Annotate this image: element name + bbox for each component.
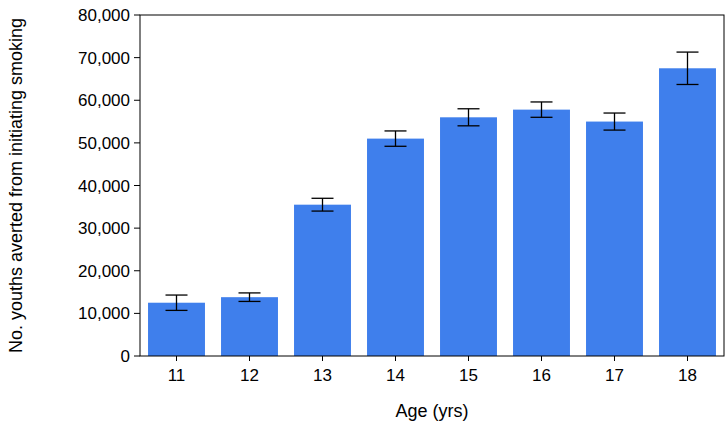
y-tick-label: 30,000: [78, 219, 130, 238]
error-cap: [166, 294, 188, 295]
bar: [367, 139, 424, 356]
bar: [221, 297, 278, 356]
y-tick: [134, 142, 140, 143]
error-stem: [395, 131, 396, 146]
error-cap: [604, 129, 626, 130]
error-cap: [166, 310, 188, 311]
y-tick: [134, 356, 140, 357]
error-bar: [166, 295, 188, 310]
bar: [148, 303, 205, 356]
x-tick-label: 16: [532, 366, 551, 385]
y-tick: [134, 228, 140, 229]
error-stem: [468, 109, 469, 126]
y-tick-label: 40,000: [78, 177, 130, 196]
y-tick: [134, 15, 140, 16]
y-tick: [134, 270, 140, 271]
x-tick: [468, 356, 469, 361]
error-cap: [312, 198, 334, 199]
error-bar: [239, 293, 261, 302]
bar: [586, 122, 643, 356]
x-tick-label: 11: [168, 366, 186, 385]
y-tick-label: 20,000: [78, 262, 130, 281]
x-tick: [322, 356, 323, 361]
x-tick-label: 17: [605, 366, 624, 385]
x-tick: [176, 356, 177, 361]
y-tick: [134, 185, 140, 186]
x-tick-label: 12: [240, 366, 259, 385]
error-cap: [239, 301, 261, 302]
error-cap: [239, 292, 261, 293]
bar: [440, 117, 497, 356]
bar: [294, 205, 351, 356]
x-tick-label: 13: [313, 366, 332, 385]
x-axis-title: Age (yrs): [395, 401, 468, 421]
bar: [513, 110, 570, 356]
y-tick-label: 80,000: [78, 6, 130, 25]
error-stem: [249, 293, 250, 302]
error-cap: [531, 117, 553, 118]
y-tick-label: 50,000: [78, 134, 130, 153]
error-cap: [385, 146, 407, 147]
error-bar: [531, 102, 553, 117]
y-tick-label: 60,000: [78, 91, 130, 110]
error-stem: [176, 295, 177, 310]
y-tick: [134, 100, 140, 101]
error-cap: [312, 210, 334, 211]
y-tick-label: 10,000: [78, 304, 130, 323]
y-tick: [134, 313, 140, 314]
bars: [148, 52, 716, 356]
y-axis-title: No. youths averted from initiating smoki…: [6, 18, 26, 353]
y-tick-label: 70,000: [78, 49, 130, 68]
x-tick-label: 14: [386, 366, 405, 385]
error-cap: [458, 108, 480, 109]
error-stem: [687, 52, 688, 84]
error-stem: [541, 102, 542, 117]
x-tick-label: 15: [459, 366, 478, 385]
plot-frame: [140, 15, 724, 356]
x-tick: [687, 356, 688, 361]
x-tick: [614, 356, 615, 361]
error-stem: [322, 198, 323, 211]
y-tick: [134, 57, 140, 58]
error-stem: [614, 113, 615, 130]
error-cap: [458, 125, 480, 126]
error-bar: [458, 109, 480, 126]
error-bar: [312, 198, 334, 211]
error-bar: [604, 113, 626, 130]
error-cap: [385, 130, 407, 131]
x-tick: [249, 356, 250, 361]
chart: 0 10,000 20,000 30,000 40,000 50,000 60,000 70,…: [0, 0, 728, 430]
error-cap: [531, 101, 553, 102]
x-tick: [541, 356, 542, 361]
x-tick-label: 18: [678, 366, 697, 385]
error-bar: [677, 52, 699, 84]
error-cap: [677, 84, 699, 85]
error-cap: [677, 51, 699, 52]
error-cap: [604, 112, 626, 113]
x-tick: [395, 356, 396, 361]
y-tick-label: 0: [121, 347, 130, 366]
error-bar: [385, 131, 407, 146]
bar: [659, 68, 716, 356]
